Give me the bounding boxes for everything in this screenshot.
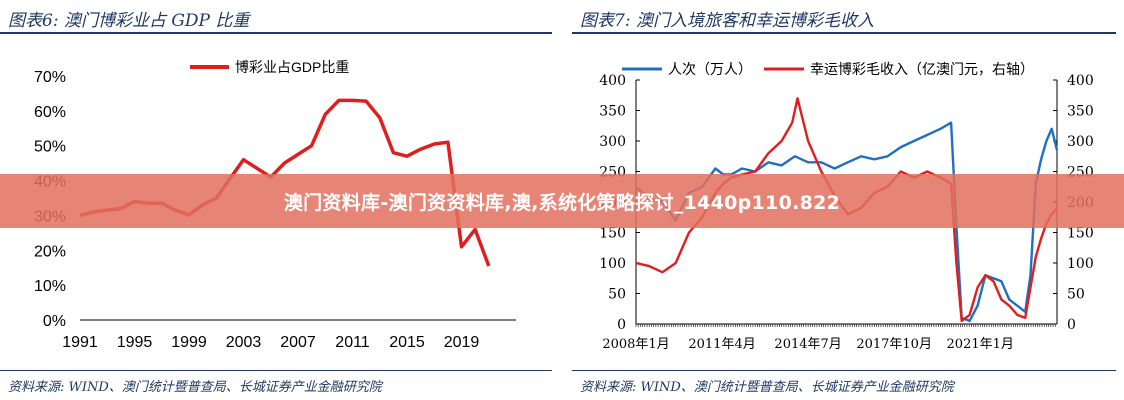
left-y-tick-label: 400 [599,73,626,89]
left-y-tick-label: 300 [599,134,626,150]
y-tick-label: 70% [34,69,66,86]
y-tick-label: 50% [34,139,66,156]
x-tick-label: 1991 [62,334,98,351]
right-y-tick-label: 300 [1067,134,1094,150]
x-tick-label: 1999 [171,334,207,351]
right-y-tick-label: 100 [1067,256,1094,272]
x-tick-label: 2015 [389,334,425,351]
legend-label-visitors: 人次（万人） [668,62,752,78]
left-title-rule [0,32,552,34]
right-figure-title: 图表7: 澳门入境旅客和幸运博彩毛收入 [580,11,874,31]
left-y-tick-label: 350 [599,104,626,120]
series-line-visitors [635,121,1059,323]
left-figure-title: 图表6: 澳门博彩业占 GDP 比重 [8,11,250,31]
right-y-tick-label: 0 [1067,317,1076,333]
right-y-tick-label: 400 [1067,73,1094,89]
right-y-tick-label: 50 [1067,287,1085,303]
right-source-rule [572,370,1116,371]
x-tick-label: 2017年10月 [856,337,932,352]
left-y-tick-label: 100 [599,256,626,272]
left-y-tick-label: 150 [599,226,626,242]
y-tick-label: 0% [43,313,66,330]
x-tick-label: 2008年1月 [602,337,669,352]
x-tick-label: 2014年7月 [774,337,841,352]
right-chart-legend: 人次（万人） 幸运博彩毛收入（亿澳门元，右轴） [622,61,1034,78]
right-y-tick-label: 350 [1067,104,1094,120]
legend-label-gdp-share: 博彩业占GDP比重 [235,59,349,75]
left-y-tick-label: 50 [608,287,626,303]
x-tick-label: 2011年4月 [688,337,755,352]
right-title-rule [572,32,1116,34]
overlay-banner-text: 澳门资料库-澳门资资料库,澳,系统化策略探讨_1440p110.822 [283,191,841,214]
x-tick-label: 1995 [117,334,153,351]
left-y-tick-label: 0 [617,317,626,333]
x-tick-label: 2003 [226,334,262,351]
overlay-banner: 澳门资料库-澳门资资料库,澳,系统化策略探讨_1440p110.822 [0,174,1124,228]
x-tick-label: 2021年1月 [947,337,1014,352]
left-source-rule [0,370,552,371]
left-chart-legend: 博彩业占GDP比重 [190,59,349,75]
legend-label-gaming-revenue: 幸运博彩毛收入（亿澳门元，右轴） [810,61,1034,78]
x-tick-label: 2019 [444,334,480,351]
y-tick-label: 60% [34,104,66,121]
y-tick-label: 20% [34,243,66,260]
x-tick-label: 2011 [335,334,370,351]
right-y-tick-label: 150 [1067,226,1094,242]
right-figure-source: 资料来源: WIND、澳门统计暨普查局、长城证券产业金融研究院 [580,380,954,395]
left-figure-source: 资料来源: WIND、澳门统计暨普查局、长城证券产业金融研究院 [8,380,382,395]
x-tick-label: 2007 [280,334,316,351]
y-tick-label: 10% [34,278,66,295]
